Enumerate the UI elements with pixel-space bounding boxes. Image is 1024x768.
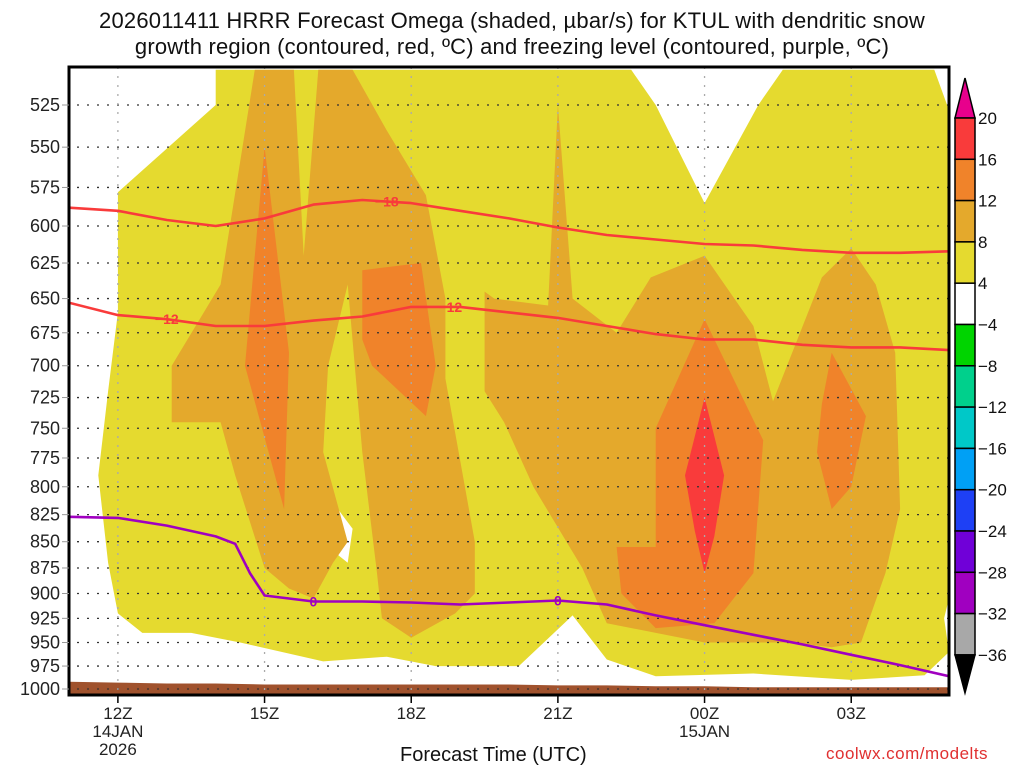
colorbar-bin-5 [954,282,976,326]
y-tick-label-775: 775 [30,448,60,468]
x-axis-label: Forecast Time (UTC) [400,744,587,766]
omega-region-7 [817,352,866,510]
y-tick-label-625: 625 [30,253,60,273]
dgz-minus18-label-0: −18 [375,194,399,210]
freezing-level-0C-line [69,515,949,678]
colorbar-label-6: −8 [978,357,997,376]
y-tick-label-575: 575 [30,177,60,197]
colorbar-bin-7 [954,365,976,408]
y-tick-label-800: 800 [30,477,60,497]
dgz-minus12-label-1: −12 [438,299,462,315]
colorbar-bin-9 [954,447,976,491]
y-tick-label-950: 950 [30,633,60,653]
chart-title-line1: 2026011411 HRRR Forecast Omega (shaded, … [99,8,925,33]
colorbar-label-0: 20 [978,109,997,128]
colorbar-label-3: 8 [978,233,987,252]
y-tick-label-975: 975 [30,656,60,676]
x-tick-label-00Z: 00Z [690,704,719,723]
y-tick-label-650: 650 [30,289,60,309]
colorbar-bin-2 [954,158,976,202]
x-tick-label-21Z: 21Z [543,704,572,723]
colorbar-bin-13 [954,612,976,656]
omega-region-2 [171,69,475,638]
y-tick-label-550: 550 [30,137,60,157]
y-tick-label-750: 750 [30,418,60,438]
colorbar-label-11: −28 [978,563,1007,582]
colorbar-bin-6 [954,323,976,367]
y-tick-label-875: 875 [30,558,60,578]
colorbar-label-8: −16 [978,439,1007,458]
colorbar-label-1: 16 [978,150,997,169]
colorbar-label-10: −24 [978,522,1007,541]
colorbar-label-7: −12 [978,398,1007,417]
y-axis: 525 550 575 600 625 650 675 700 725 750 775 800 825 8… [20,95,69,699]
x-tick-date-12Z: 14JAN [92,722,143,741]
dgz-minus12-label-0: −12 [155,311,179,327]
colorbar-bin-4 [954,241,976,284]
x-tick-label-12Z: 12Z [103,704,132,723]
omega-region-5 [362,263,436,417]
colorbar-bin-1 [954,117,976,161]
colorbar-label-4: 4 [978,274,987,293]
colorbar-bin-3 [954,199,976,243]
freezing-level-0C-label-1: 0 [554,593,562,609]
y-tick-label-600: 600 [30,216,60,236]
colorbar-label-5: −4 [978,316,997,335]
colorbar: 20 16 12 8 4 −4 −8 −12 −16 −20 −24 −28 −32 −36 [954,77,1007,696]
colorbar-bin-11 [954,530,976,574]
colorbar-label-2: 12 [978,192,997,211]
freezing-level-0C-label-0: 0 [310,594,318,610]
y-tick-label-825: 825 [30,505,60,525]
contour-layer: −18 −12 −12 0 0 [69,194,949,678]
y-tick-label-675: 675 [30,323,60,343]
y-tick-label-850: 850 [30,532,60,552]
colorbar-label-9: −20 [978,481,1007,500]
colorbar-bin-8 [954,406,976,450]
omega-region-4 [245,147,289,510]
colorbar-overflow-low [954,654,976,696]
y-tick-label-900: 900 [30,584,60,604]
dgz-minus12-line [69,301,949,352]
y-tick-label-700: 700 [30,356,60,376]
x-tick-year-12Z: 2026 [99,740,137,759]
x-tick-label-15Z: 15Z [250,704,279,723]
y-tick-label-525: 525 [30,95,60,115]
chart-title-line2: growth region (contoured, red, ºC) and f… [134,34,890,59]
omega-region-8 [685,397,725,574]
x-tick-label-18Z: 18Z [397,704,426,723]
omega-shading-layer [98,69,949,680]
y-tick-label-1000: 1000 [20,679,60,699]
colorbar-overflow-high [954,77,976,119]
x-tick-label-03Z: 03Z [837,704,866,723]
colorbar-label-13: −36 [978,646,1007,665]
colorbar-bin-10 [954,488,976,532]
credit-link[interactable]: coolwx.com/modelts [826,744,989,763]
colorbar-label-12: −32 [978,605,1007,624]
dgz-minus18-line [69,198,949,255]
x-tick-date-00Z: 15JAN [679,722,730,741]
y-tick-label-725: 725 [30,388,60,408]
y-tick-label-925: 925 [30,608,60,628]
chart-title: 2026011411 HRRR Forecast Omega (shaded, … [0,8,1024,60]
colorbar-bin-12 [954,571,976,615]
grid-layer [69,67,949,695]
plot-frame [67,65,951,697]
